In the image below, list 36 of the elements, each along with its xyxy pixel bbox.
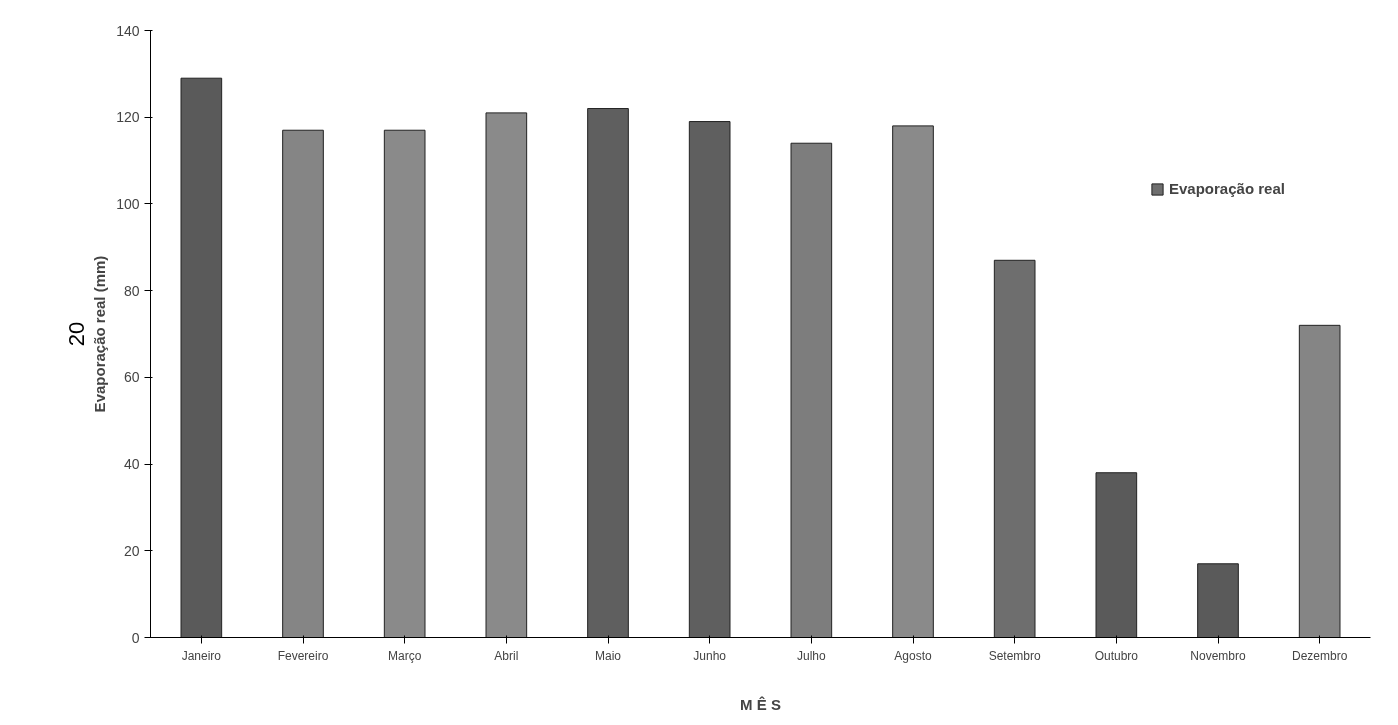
- bar: [1197, 563, 1239, 638]
- x-tick-label: Março: [388, 648, 422, 663]
- bar: [1298, 324, 1341, 638]
- x-tick-label: Julho: [796, 648, 826, 663]
- x-axis-title: M Ê S: [740, 695, 781, 713]
- bar: [892, 125, 934, 638]
- x-tick-label: Setembro: [988, 648, 1042, 663]
- bar: [180, 77, 223, 638]
- bar: [282, 129, 324, 638]
- x-tick-label: Abril: [494, 648, 519, 663]
- bar: [383, 129, 426, 638]
- text: 20: [63, 321, 89, 347]
- bar: [1095, 472, 1138, 638]
- x-tick-label: Junho: [693, 648, 727, 663]
- bar: [688, 121, 731, 638]
- x-tick-label: Outubro: [1094, 648, 1139, 663]
- y-tick-label: 20: [123, 542, 140, 559]
- x-tick-label: Janeiro: [181, 648, 222, 663]
- y-tick-label: 60: [123, 369, 140, 386]
- y-tick-label: 0: [131, 629, 140, 646]
- y-tick-label: 140: [116, 22, 140, 39]
- legend-label: Evaporação real: [1169, 180, 1285, 197]
- y-axis-title: Evaporação real (mm): [91, 255, 109, 413]
- x-tick-label: Agosto: [894, 648, 933, 663]
- y-tick-label: 120: [116, 109, 140, 126]
- bar: [993, 259, 1036, 638]
- y-tick-label: 100: [116, 195, 140, 212]
- x-tick-label: Fevereiro: [277, 648, 329, 663]
- bar: [485, 112, 528, 638]
- y-tick-label: 80: [123, 282, 140, 299]
- bar: [587, 108, 629, 638]
- bar: [790, 142, 833, 638]
- x-tick-label: Maio: [595, 648, 622, 663]
- x-tick-label: Dezembro: [1291, 648, 1348, 663]
- y-tick-label: 40: [123, 456, 140, 473]
- x-tick-label: Novembro: [1190, 648, 1246, 663]
